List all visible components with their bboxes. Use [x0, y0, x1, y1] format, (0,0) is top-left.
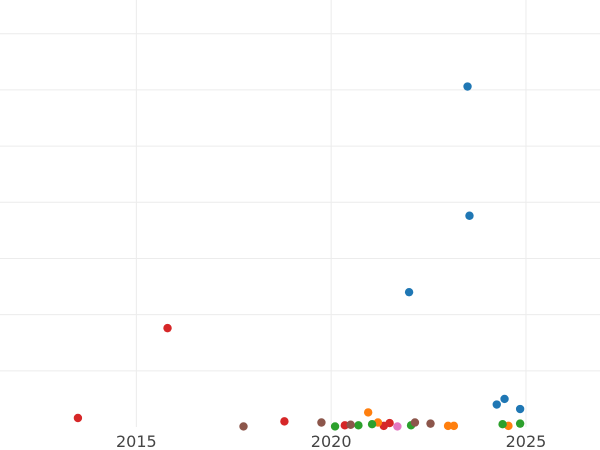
series-4 [239, 418, 435, 431]
data-point[interactable] [515, 419, 525, 428]
data-point[interactable] [393, 422, 402, 431]
data-point[interactable] [465, 211, 474, 220]
data-point[interactable] [367, 419, 377, 429]
data-point[interactable] [163, 323, 172, 333]
data-point[interactable] [463, 82, 472, 91]
data-point[interactable] [500, 394, 509, 404]
grid [0, 0, 600, 427]
series-0 [404, 82, 525, 414]
data-point[interactable] [317, 418, 326, 427]
data-point[interactable] [410, 418, 420, 427]
x-tick-label: 2025 [506, 432, 547, 450]
data-point[interactable] [354, 421, 363, 430]
data-point[interactable] [239, 422, 248, 431]
data-point[interactable] [73, 413, 83, 423]
data-point[interactable] [515, 404, 525, 414]
data-point[interactable] [498, 419, 507, 429]
x-tick-label: 2020 [311, 432, 352, 450]
data-point[interactable] [346, 420, 355, 429]
data-point[interactable] [404, 287, 414, 297]
data-point[interactable] [443, 421, 453, 431]
series-5 [393, 422, 402, 431]
data-point[interactable] [492, 400, 501, 409]
series-1 [73, 323, 394, 431]
data-point[interactable] [330, 422, 340, 431]
data-point[interactable] [449, 421, 459, 431]
series-3 [330, 419, 525, 431]
data-point[interactable] [426, 419, 435, 428]
data-point[interactable] [363, 408, 373, 417]
data-point[interactable] [280, 417, 289, 426]
series-2 [363, 408, 513, 431]
data-points [73, 82, 525, 431]
x-axis-ticks: 2015 2020 2025 [116, 432, 546, 450]
x-tick-label: 2015 [116, 432, 157, 450]
